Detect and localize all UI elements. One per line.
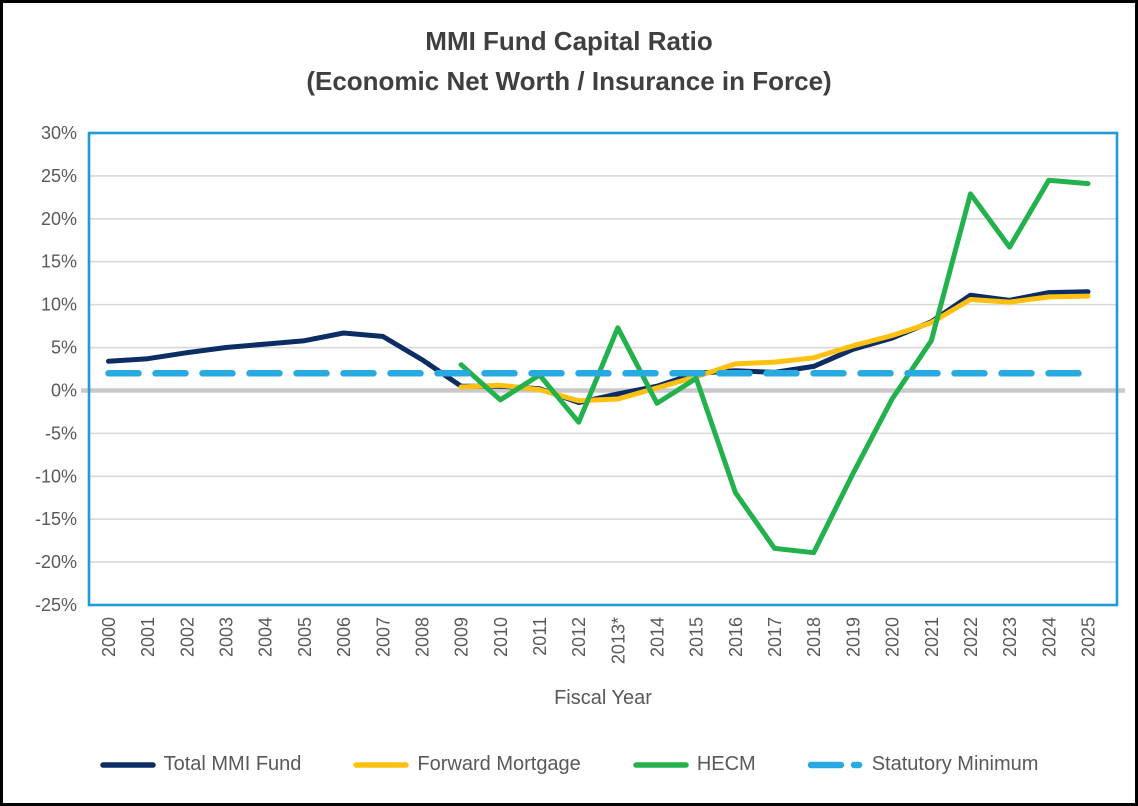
x-tick-label: 2016	[726, 617, 746, 657]
y-tick-label: 25%	[41, 166, 77, 186]
y-tick-label: -20%	[35, 552, 77, 572]
x-tick-label: 2025	[1079, 617, 1099, 657]
y-tick-label: 30%	[41, 123, 77, 143]
x-tick-label: 2012	[569, 617, 589, 657]
x-tick-label: 2004	[256, 617, 276, 657]
chart-plot-area: 30% 25% 20% 15% 10% 5% 0% -5% -10% -15% -20% -25% 20…	[3, 3, 1135, 803]
y-tick-label: 5%	[51, 338, 77, 358]
x-tick-label: 2009	[452, 617, 472, 657]
x-tick-label: 2013*	[608, 617, 628, 664]
x-tick-label: 2003	[217, 617, 237, 657]
x-tick-label: 2015	[687, 617, 707, 657]
x-tick-label: 2017	[765, 617, 785, 657]
x-tick-label: 2011	[530, 617, 550, 656]
x-tick-label: 2023	[1000, 617, 1020, 657]
legend-item-forward-mortgage: Forward Mortgage	[353, 753, 581, 776]
x-tick-label: 2007	[373, 617, 393, 657]
y-tick-label: 10%	[41, 295, 77, 315]
legend-label: Total MMI Fund	[163, 753, 302, 775]
legend-swatch-icon	[99, 761, 156, 768]
legend-label: HECM	[696, 753, 756, 775]
legend-item-statutory-minimum: Statutory Minimum	[807, 753, 1039, 776]
chart-title: MMI Fund Capital Ratio (Economic Net Wor…	[3, 21, 1135, 101]
series-line-forward-mortgage	[458, 293, 1091, 404]
x-tick-label: 2010	[491, 617, 511, 657]
y-tick-label: -10%	[35, 466, 77, 486]
y-tick-label: -25%	[35, 595, 77, 615]
plot-border	[87, 131, 1119, 607]
x-tick-label: 2018	[804, 617, 824, 657]
x-tick-label: 2001	[138, 617, 158, 657]
y-tick-label: 15%	[41, 252, 77, 272]
legend-item-total-mmi-fund: Total MMI Fund	[99, 753, 302, 776]
x-tick-label: 2008	[412, 617, 432, 657]
y-tick-label: -5%	[45, 423, 77, 443]
chart-title-line1: MMI Fund Capital Ratio	[425, 26, 713, 56]
chart-legend: Total MMI Fund Forward Mortgage HECM Statut…	[3, 753, 1135, 776]
x-tick-label: 2002	[177, 617, 197, 657]
y-tick-label: 20%	[41, 209, 77, 229]
x-tick-label: 2006	[334, 617, 354, 657]
series-line-hecm	[458, 177, 1091, 556]
x-tick-label: 2000	[99, 617, 119, 657]
legend-swatch-icon	[807, 761, 864, 768]
y-tick-label: -15%	[35, 509, 77, 529]
legend-label: Statutory Minimum	[871, 753, 1039, 775]
legend-label: Forward Mortgage	[417, 753, 581, 775]
x-tick-label: 2024	[1039, 617, 1059, 657]
x-tick-label: 2014	[648, 617, 668, 657]
legend-swatch-icon	[353, 761, 410, 768]
chart-title-line2: (Economic Net Worth / Insurance in Force…	[306, 66, 832, 96]
x-tick-label: 2022	[961, 617, 981, 657]
x-tick-label: 2019	[843, 617, 863, 657]
x-tick-label: 2021	[922, 617, 942, 657]
legend-item-hecm: HECM	[633, 753, 756, 776]
x-tick-label: 2020	[883, 617, 903, 657]
y-tick-label: 0%	[51, 380, 77, 400]
legend-swatch-icon	[633, 761, 689, 768]
x-tick-label: 2005	[295, 617, 315, 657]
x-axis-title: Fiscal Year	[554, 687, 652, 709]
